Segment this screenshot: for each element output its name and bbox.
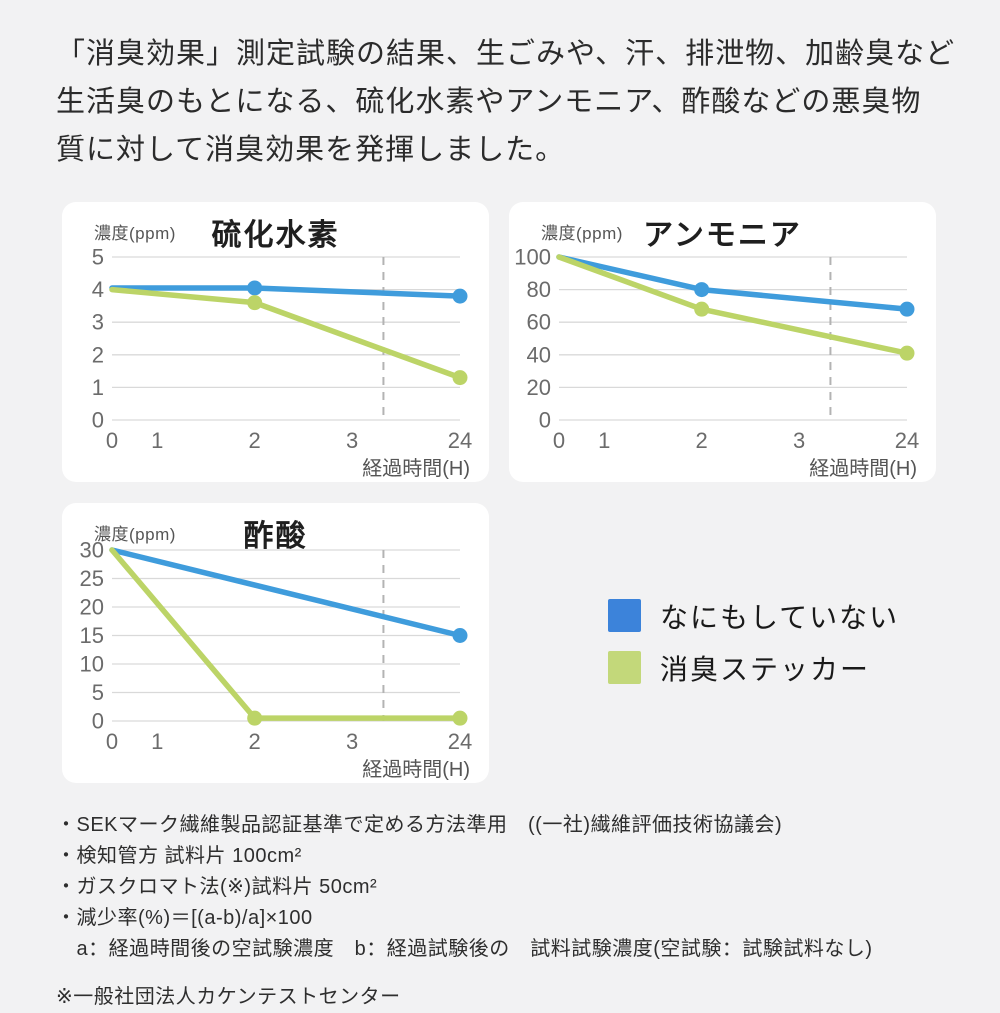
x-axis-title: 経過時間(H) <box>362 457 470 480</box>
chart-plot-ammonia: 100 80 60 40 20 0 0 1 2 3 24 経過時間(H) <box>509 202 936 482</box>
x-tick-label: 2 <box>249 428 261 453</box>
data-point-marker <box>452 288 468 304</box>
x-tick-label: 2 <box>249 729 261 754</box>
y-axis-unit-label: 濃度(ppm) <box>541 224 623 243</box>
chart-title-hydrogen-sulfide: 硫化水素 <box>211 219 340 252</box>
x-tick-label: 1 <box>151 428 163 453</box>
x-tick-label: 2 <box>696 428 708 453</box>
series-line-blue <box>109 547 463 639</box>
chart-title-acetic-acid: 酢酸 <box>243 520 308 553</box>
y-tick-label: 4 <box>92 277 104 302</box>
x-axis-title: 経過時間(H) <box>362 758 470 781</box>
y-tick-label: 100 <box>514 245 551 270</box>
x-tick-label: 3 <box>346 729 358 754</box>
note-line: ・減少率(%)＝[(a-b)/a]×100 <box>56 907 313 929</box>
chart-legend: なにもしていない 消臭ステッカー <box>608 599 899 703</box>
x-tick-label: 1 <box>151 729 163 754</box>
y-tick-label: 3 <box>92 310 104 335</box>
x-tick-label: 1 <box>598 428 610 453</box>
y-tick-label: 20 <box>80 595 104 620</box>
chart-title-ammonia: アンモニア <box>643 219 802 252</box>
legend-item-untreated: なにもしていない <box>608 599 899 633</box>
y-tick-label: 40 <box>527 342 551 367</box>
data-point-marker <box>247 280 263 296</box>
legend-label-untreated: なにもしていない <box>660 601 900 633</box>
y-tick-label: 20 <box>527 375 551 400</box>
data-point-marker <box>452 710 468 726</box>
chart-svg: 5 4 3 2 1 00 1 2 3 24 経過時間(H) <box>92 245 472 481</box>
x-tick-label: 0 <box>106 428 118 453</box>
y-tick-label: 5 <box>92 245 104 270</box>
source-note: ※一般社団法人カケンテストセンター <box>56 986 401 1008</box>
data-point-marker <box>247 295 263 311</box>
x-tick-label: 3 <box>346 428 358 453</box>
x-tick-label: 24 <box>895 428 919 453</box>
data-point-marker <box>452 370 468 386</box>
legend-swatch-blue <box>608 599 641 632</box>
data-point-marker <box>694 282 710 298</box>
data-point-marker <box>694 301 710 317</box>
note-line: ・検知管方 試料片 100cm² <box>56 845 302 867</box>
x-tick-label: 24 <box>448 729 472 754</box>
data-point-marker <box>899 301 915 317</box>
y-tick-label: 10 <box>80 652 104 677</box>
y-tick-label: 30 <box>80 538 104 563</box>
y-tick-label: 25 <box>80 566 104 591</box>
y-tick-label: 0 <box>92 408 104 433</box>
intro-text: 「消臭効果」測定試験の結果、生ごみや、汗、排泄物、加齢臭など 生活臭のもとになる… <box>56 38 956 166</box>
y-tick-label: 80 <box>527 277 551 302</box>
x-axis-title: 経過時間(H) <box>809 457 917 480</box>
y-axis-unit-label: 濃度(ppm) <box>94 224 176 243</box>
y-axis-unit-label: 濃度(ppm) <box>94 525 176 544</box>
chart-card-acetic-acid: 濃度(ppm) 酢酸 30 25 20 15 10 5 0 0 1 2 3 24 経過時間(H) <box>62 503 489 783</box>
data-point-marker <box>452 628 468 643</box>
y-tick-label: 0 <box>92 709 104 734</box>
test-method-notes: ・SEKマーク繊維製品認証基準で定める方法準用 ((一社)繊維評価技術協議会) … <box>56 810 873 1013</box>
y-tick-label: 5 <box>92 680 104 705</box>
chart-card-hydrogen-sulfide: 濃度(ppm) 硫化水素 5 4 3 2 1 0 0 1 2 3 24 経過時間(H) <box>62 202 489 482</box>
chart-svg: 100 80 60 40 20 00 1 2 3 24 経過時間(H) <box>514 245 919 481</box>
data-point-marker <box>899 345 915 361</box>
legend-swatch-green <box>608 651 641 684</box>
x-tick-label: 0 <box>553 428 565 453</box>
note-line: ・ガスクロマト法(※)試料片 50cm² <box>56 876 378 898</box>
chart-plot-acetic-acid: 30 25 20 15 10 5 0 0 1 2 3 24 経過時間(H) <box>62 503 489 783</box>
x-tick-label: 24 <box>448 428 472 453</box>
chart-card-ammonia: 濃度(ppm) アンモニア 100 80 60 40 20 0 0 1 2 3 24 経過時間(H) <box>509 202 936 482</box>
legend-item-deodorant-sticker: 消臭ステッカー <box>608 651 899 685</box>
y-tick-label: 0 <box>539 408 551 433</box>
y-tick-label: 60 <box>527 310 551 335</box>
series-line-green <box>109 286 463 381</box>
x-tick-label: 3 <box>793 428 805 453</box>
note-line: ・SEKマーク繊維製品認証基準で定める方法準用 ((一社)繊維評価技術協議会) <box>56 814 783 836</box>
y-tick-label: 1 <box>92 375 104 400</box>
y-tick-label: 2 <box>92 342 104 367</box>
legend-label-deodorant-sticker: 消臭ステッカー <box>660 653 871 685</box>
chart-plot-hydrogen-sulfide: 5 4 3 2 1 0 0 1 2 3 24 経過時間(H) <box>62 202 489 482</box>
y-tick-label: 15 <box>80 623 104 648</box>
data-point-marker <box>247 710 263 726</box>
series-line-blue <box>556 254 910 312</box>
note-line: a：経過時間後の空試験濃度 b：経過試験後の 試料試験濃度(空試験：試験試料なし… <box>56 938 873 960</box>
x-tick-label: 0 <box>106 729 118 754</box>
